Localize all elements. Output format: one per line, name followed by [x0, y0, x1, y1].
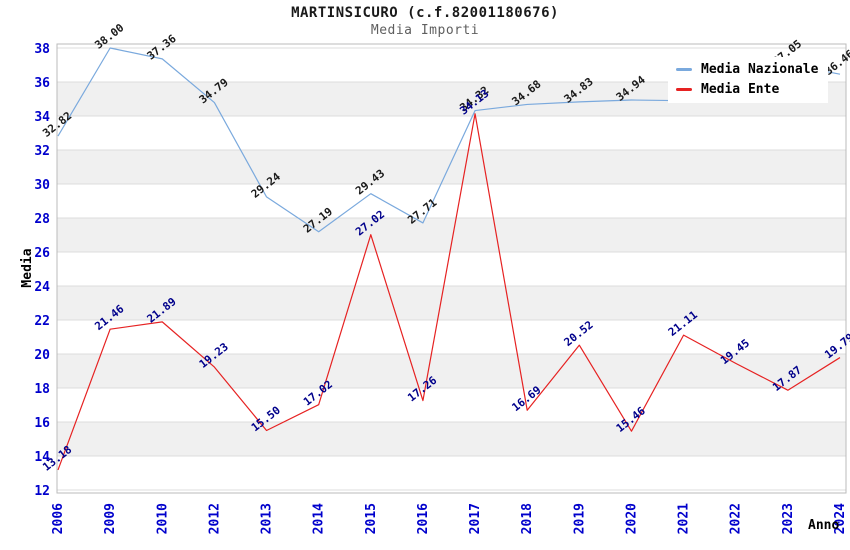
grid-band [57, 150, 846, 184]
legend-item-media-nazionale: Media Nazionale [676, 61, 818, 78]
legend-swatch-media-ente [676, 88, 692, 91]
x-tick-label: 2015 [364, 503, 379, 534]
point-label: 20.52 [562, 318, 596, 349]
x-tick-label: 2010 [155, 503, 170, 534]
plot-area [56, 43, 847, 494]
x-tick-label: 2022 [729, 503, 744, 534]
x-tick-label: 2012 [207, 503, 222, 534]
x-tick-label: 2020 [624, 503, 639, 534]
x-tick-label: 2017 [468, 503, 483, 534]
legend-label-media-nazionale: Media Nazionale [701, 62, 819, 77]
x-tick-label: 2021 [677, 503, 692, 534]
x-axis-title: Anno [808, 518, 839, 533]
y-tick-label: 22 [34, 314, 50, 329]
point-label-group: 20.52 [562, 318, 596, 349]
y-tick-label: 12 [34, 484, 50, 499]
x-tick-label: 2014 [312, 503, 327, 534]
legend-swatch-media-nazionale [676, 68, 692, 71]
grid-band [57, 286, 846, 320]
y-tick-label: 34 [34, 110, 50, 125]
y-tick-label: 32 [34, 144, 50, 159]
grid-band [57, 218, 846, 252]
x-tick-label: 2013 [260, 503, 275, 534]
y-tick-label: 36 [34, 76, 50, 91]
legend-item-media-ente: Media Ente [676, 81, 818, 98]
y-tick-label: 28 [34, 212, 50, 227]
x-tick-label: 2018 [520, 503, 535, 534]
y-tick-label: 20 [34, 348, 50, 363]
x-tick-label: 2019 [572, 503, 587, 534]
legend: Media Nazionale Media Ente [668, 57, 829, 103]
grid-band [57, 422, 846, 456]
x-tick-label: 2009 [103, 503, 118, 534]
x-tick-label: 2024 [833, 503, 848, 534]
y-tick-label: 38 [34, 42, 50, 57]
y-tick-label: 16 [34, 416, 50, 431]
y-tick-label: 26 [34, 246, 50, 261]
x-tick-label: 2023 [781, 503, 796, 534]
series-line-media-ente [57, 113, 841, 471]
y-tick-label: 14 [34, 450, 50, 465]
x-tick-label: 2006 [51, 503, 66, 534]
legend-label-media-ente: Media Ente [701, 82, 780, 97]
chart-subtitle: Media Importi [370, 23, 480, 38]
y-tick-label: 24 [34, 280, 50, 295]
y-tick-label: 30 [34, 178, 50, 193]
grid-band [57, 354, 846, 388]
x-tick-label: 2016 [416, 503, 431, 534]
y-axis-title: Media [20, 248, 35, 287]
y-tick-label: 18 [34, 382, 50, 397]
chart-title: MARTINSICURO (c.f.82001180676) [291, 5, 559, 21]
